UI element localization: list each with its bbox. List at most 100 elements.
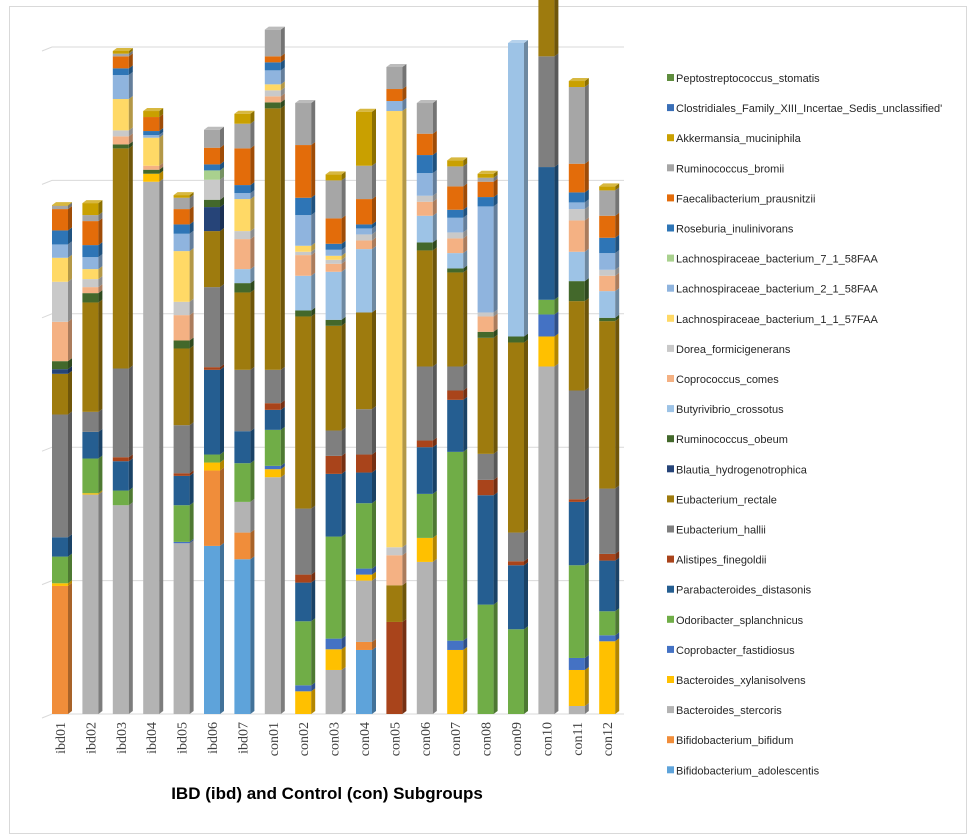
bar-segment xyxy=(356,228,372,235)
bar-segment xyxy=(325,249,342,256)
bar-segment xyxy=(477,331,494,338)
bar-segment-side xyxy=(220,542,224,714)
legend-swatch xyxy=(667,676,674,683)
bar-segment xyxy=(52,361,68,370)
bar-segment xyxy=(112,51,129,54)
bar-segment xyxy=(234,292,251,370)
bar-segment-side xyxy=(463,183,468,210)
bar-segment xyxy=(416,561,433,714)
bar-segment xyxy=(143,169,160,174)
bar-segment xyxy=(204,470,220,546)
bar-segment-side xyxy=(250,196,255,232)
legend: Peptostreptococcus_stomatis Clostridiales… xyxy=(667,73,942,777)
bar-column-con05 xyxy=(386,64,407,714)
legend-label: Lachnospiraceae_bacterium_2_1_58FAA xyxy=(676,284,878,296)
bar-segment xyxy=(416,440,433,448)
bar-segment-side xyxy=(524,558,528,566)
bar-segment xyxy=(204,207,220,232)
bar-segment xyxy=(599,237,616,254)
bar-segment xyxy=(325,255,342,260)
bar-segment-side xyxy=(524,626,528,714)
x-tick-label: con03 xyxy=(328,722,343,756)
bar-segment xyxy=(173,301,190,316)
legend-swatch xyxy=(667,134,674,142)
bar-segment xyxy=(447,166,464,187)
bar-segment-side xyxy=(220,366,224,455)
bar-segment-side xyxy=(280,93,285,103)
bar-segment xyxy=(234,193,251,200)
x-tick-label: con01 xyxy=(267,722,282,756)
bar-segment xyxy=(295,621,312,686)
bar-segment xyxy=(173,224,190,234)
bar-segment-side xyxy=(584,78,589,88)
bar-segment xyxy=(447,253,464,269)
bar-segment-side xyxy=(554,0,559,57)
bar-segment xyxy=(264,465,281,470)
bar-segment xyxy=(52,585,68,714)
bar-segment xyxy=(234,532,251,560)
bar-segment xyxy=(112,99,129,131)
bar-segment-side xyxy=(372,162,376,200)
bar-segment-side xyxy=(584,702,589,714)
bar-segment xyxy=(82,493,99,495)
bar-segment xyxy=(204,170,220,180)
bar-segment-side xyxy=(615,638,620,714)
bar-segment-side xyxy=(128,454,133,462)
x-axis-title: IBD (ibd) and Control (con) Subgroups xyxy=(171,784,483,803)
bar-segment xyxy=(234,431,251,464)
bar-segment-side xyxy=(615,187,620,216)
bar-segment-side xyxy=(584,498,589,566)
bar-segment-side xyxy=(280,26,285,57)
bar-segment xyxy=(52,556,68,584)
bar-segment-side xyxy=(432,363,437,441)
bar-segment xyxy=(295,197,312,216)
bar-segment xyxy=(325,669,342,714)
legend-swatch xyxy=(667,284,674,292)
bar-segment-side xyxy=(220,144,224,165)
bar-segment xyxy=(52,281,68,322)
bar-segment xyxy=(356,472,372,504)
bar-segment xyxy=(386,621,403,714)
legend-swatch xyxy=(667,585,674,593)
bar-segment xyxy=(204,231,220,288)
bar-segment-side xyxy=(68,206,72,231)
bar-column-con08 xyxy=(477,170,498,714)
bar-segment-side xyxy=(615,485,620,554)
bar-segment-side xyxy=(68,202,72,206)
bar-segment-side xyxy=(584,206,589,221)
bar-segment xyxy=(82,245,99,258)
bar-segment xyxy=(356,199,372,225)
bar-segment xyxy=(356,574,372,581)
bar-segment-side xyxy=(341,533,346,639)
bars xyxy=(52,0,620,714)
legend-item: Ruminococcus_bromii xyxy=(667,163,784,175)
bar-segment xyxy=(568,220,585,252)
bar-segment xyxy=(447,217,464,233)
bar-segment-side xyxy=(68,227,72,245)
bar-segment-side xyxy=(584,278,589,302)
bar-segment xyxy=(234,185,251,194)
bar-segment xyxy=(82,257,99,270)
bar-segment xyxy=(599,253,616,270)
legend-item: Blautia_hydrogenotrophica xyxy=(667,464,808,476)
bar-segment-side xyxy=(463,363,468,391)
bar-segment-side xyxy=(341,268,346,320)
bar-column-ibd06 xyxy=(204,126,224,714)
bar-segment-side xyxy=(250,556,255,714)
bar-segment-side xyxy=(250,529,255,560)
bar-segment xyxy=(204,199,220,208)
bar-segment xyxy=(447,186,464,210)
x-tick-label: con02 xyxy=(297,722,312,756)
bar-segment-side xyxy=(372,577,376,642)
bar-segment-side xyxy=(159,178,164,714)
bar-segment-side xyxy=(615,212,620,238)
bar-segment-side xyxy=(402,64,407,90)
bar-segment xyxy=(325,536,342,639)
bar-segment-side xyxy=(189,230,194,252)
bar-column-con06 xyxy=(416,100,437,714)
bar-segment xyxy=(599,611,616,636)
bar-segment-side xyxy=(372,237,376,250)
bar-segment xyxy=(112,130,129,137)
bar-segment-side xyxy=(128,96,133,131)
